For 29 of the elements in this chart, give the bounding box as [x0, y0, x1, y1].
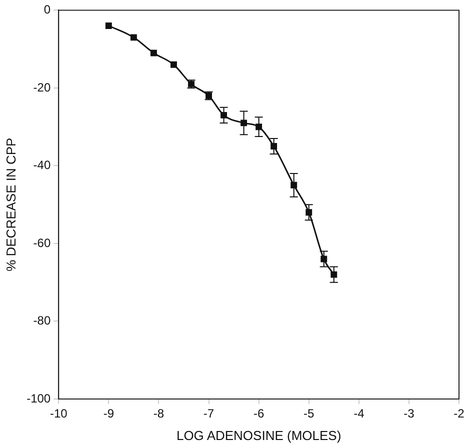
x-tick-label: -3 [404, 406, 415, 421]
point [306, 209, 312, 216]
point [330, 271, 338, 278]
point [220, 112, 227, 118]
x-tick-label: -8 [153, 406, 164, 421]
x-axis-title: LOG ADENOSINE (MOLES) [176, 428, 342, 443]
point [150, 50, 157, 56]
point [320, 256, 328, 262]
point [170, 61, 177, 68]
x-tick-label: -4 [354, 406, 365, 421]
y-tick-label: -40 [33, 158, 51, 172]
x-tick-label: -7 [203, 406, 214, 421]
y-tick-label: -20 [33, 80, 51, 94]
x-tick-label: -9 [103, 406, 114, 421]
point [270, 143, 278, 150]
y-tick-label: 0 [44, 2, 51, 17]
x-tick-label: -5 [304, 406, 315, 421]
point [256, 124, 262, 130]
x-tick-label: -10 [50, 406, 68, 421]
y-axis-title: % DECREASE IN CPP [3, 138, 18, 272]
point [105, 22, 112, 29]
point [130, 34, 137, 41]
y-tick-label: -100 [26, 391, 51, 406]
y-tick-label: -60 [33, 236, 51, 250]
point [290, 182, 298, 188]
point [240, 120, 248, 126]
x-tick-label: -2 [454, 406, 465, 421]
y-tick-label: -80 [33, 314, 51, 328]
x-tick-label: -6 [253, 406, 264, 421]
